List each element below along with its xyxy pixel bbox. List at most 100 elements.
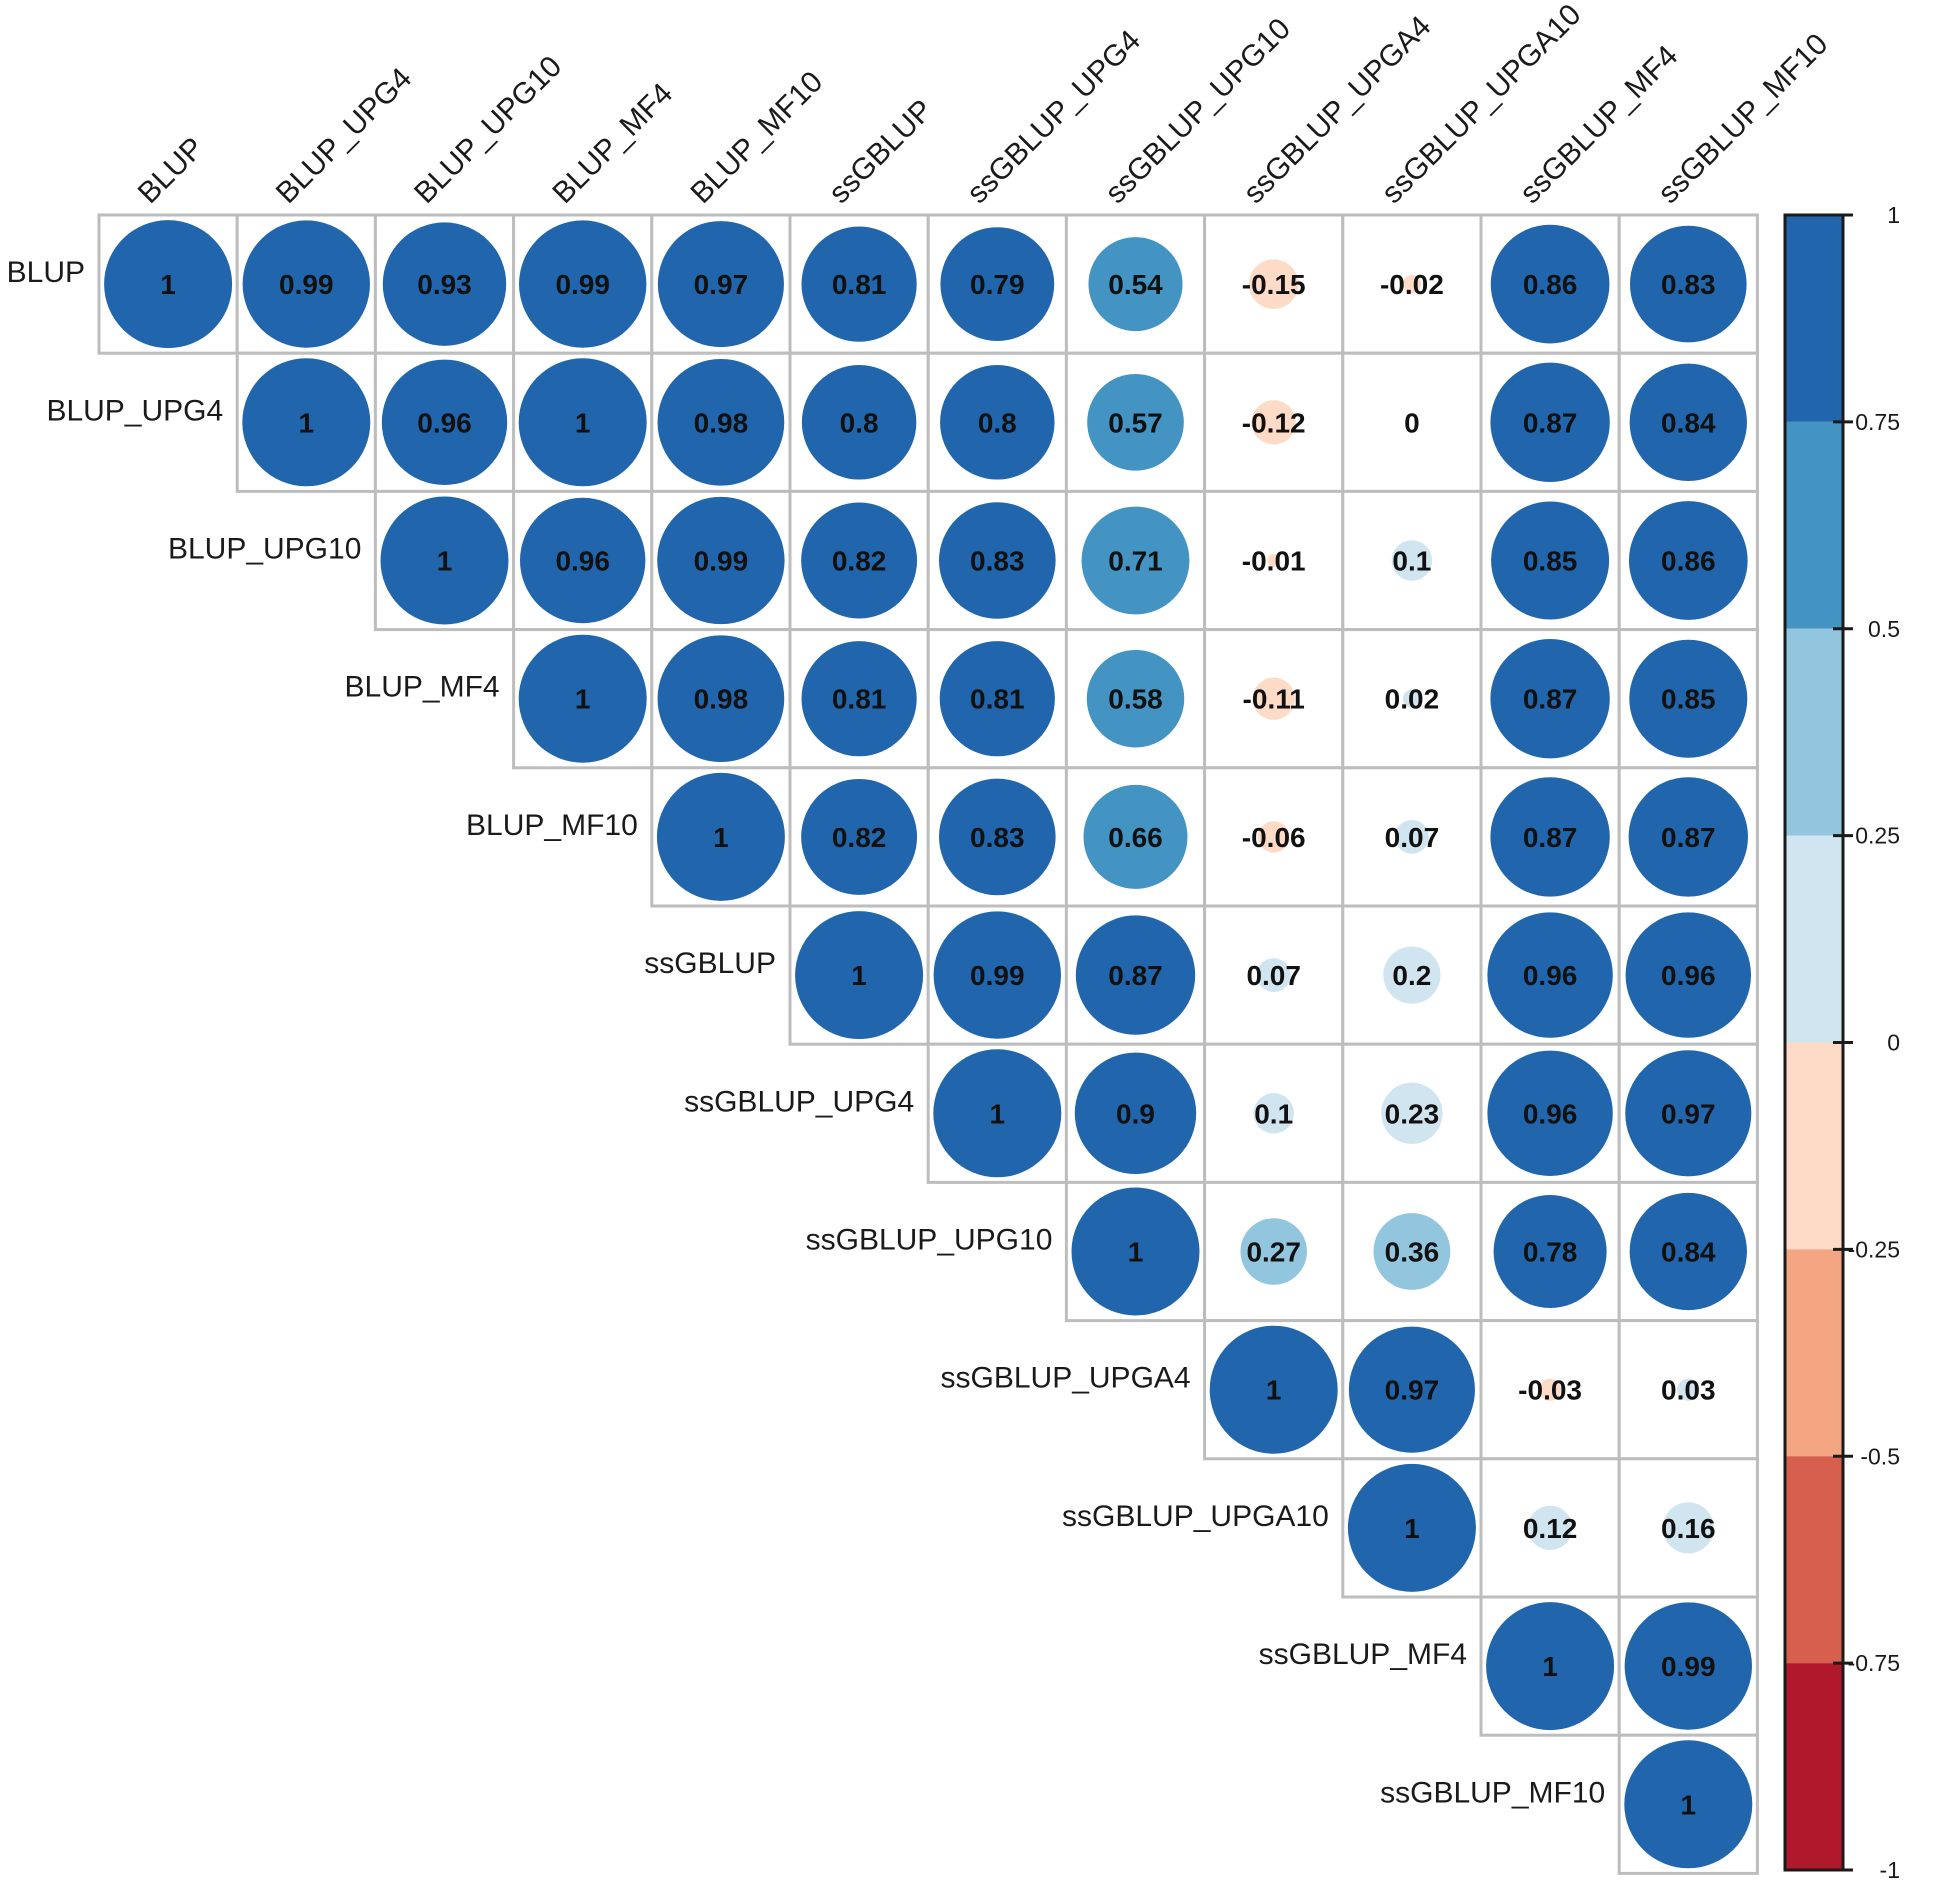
correlation-value-label: 1 <box>1404 1513 1420 1544</box>
matrix-cells: 1 0.99 0.93 0.99 0.97 0.81 0.79 0.54 -0.15 -0.02 0… <box>97 213 1759 1875</box>
correlation-circle <box>657 221 784 348</box>
correlation-value-label: 0.23 <box>1385 1098 1440 1129</box>
cell-border <box>1341 904 1483 1046</box>
correlation-circle <box>1253 1093 1294 1134</box>
row-label-blup-upg4: BLUP_UPG4 <box>46 394 223 427</box>
correlation-value-label: 0.81 <box>970 684 1025 715</box>
correlation-value-label: 1 <box>1128 1237 1144 1268</box>
matrix-cell-blup-upg4-ssgblup-mf10: 0.84 <box>1617 351 1759 493</box>
correlation-circle <box>1240 1218 1307 1285</box>
correlation-circle <box>1391 540 1433 581</box>
matrix-cell-blup-upg4-ssgblup: 0.8 <box>788 351 930 493</box>
correlation-circle <box>1402 275 1421 294</box>
matrix-cell-blup-blup-mf4: 0.99 <box>512 213 654 355</box>
correlation-circle <box>380 496 509 625</box>
matrix-cell-blup-upg4-blup-mf4: 1 <box>512 351 654 493</box>
correlation-circle <box>242 358 371 487</box>
correlation-circle <box>1629 1192 1747 1311</box>
matrix-cell-blup-blup: 1 <box>97 213 239 355</box>
matrix-cell-blup-upg4-ssgblup-mf4: 0.87 <box>1479 351 1621 493</box>
correlation-circle <box>1252 677 1295 720</box>
row-label-blup-mf4: BLUP_MF4 <box>345 671 500 704</box>
correlation-value-label: 0.85 <box>1523 546 1578 577</box>
correlation-circle <box>1248 259 1299 309</box>
correlation-value-label: 0.93 <box>417 269 472 300</box>
correlation-value-label: 0.81 <box>832 269 887 300</box>
column-label-blup-upg4: BLUP_UPG4 <box>270 62 418 210</box>
matrix-cell-blup-upg10-ssgblup-upg10: 0.71 <box>1064 489 1207 632</box>
correlation-value-label: 0.54 <box>1108 269 1163 300</box>
correlation-circle <box>795 911 924 1040</box>
correlation-circle <box>1074 1052 1197 1175</box>
correlation-value-label: 0.79 <box>970 269 1025 300</box>
correlation-value-label: 0.83 <box>1661 269 1716 300</box>
matrix-cell-blup-upg4-ssgblup-upg10: 0.57 <box>1064 351 1207 493</box>
colorbar-bin-1 <box>1785 421 1843 629</box>
matrix-cell-blup-ssgblup-upga4: -0.15 <box>1203 213 1345 355</box>
correlation-value-label: 0.82 <box>832 546 887 577</box>
colorbar-bin-0 <box>1785 215 1843 422</box>
column-label-blup-upg10: BLUP_UPG10 <box>408 50 568 210</box>
correlation-circle <box>1490 224 1610 344</box>
matrix-cell-ssgblup-ssgblup-upg10: 0.87 <box>1064 904 1207 1046</box>
correlation-value-label: 1 <box>299 407 315 438</box>
matrix-cell-ssgblup-ssgblup: 1 <box>788 904 930 1046</box>
correlation-circle <box>1081 506 1190 615</box>
correlation-value-label: 0.86 <box>1661 546 1716 577</box>
correlation-value-label: -0.12 <box>1242 407 1306 438</box>
correlation-circle <box>657 496 785 625</box>
column-label-blup-mf4: BLUP_MF4 <box>546 77 679 210</box>
matrix-cell-blup-upg4-ssgblup-upg4: 0.8 <box>926 351 1068 493</box>
correlation-circle <box>801 365 917 480</box>
row-label-blup-mf10: BLUP_MF10 <box>466 809 638 842</box>
row-label-ssgblup-upga4: ssGBLUP_UPGA4 <box>941 1362 1191 1395</box>
correlation-value-label: 0.16 <box>1661 1513 1716 1544</box>
colorbar-bin-5 <box>1785 1249 1843 1457</box>
correlation-value-label: 0.12 <box>1523 1513 1578 1544</box>
matrix-cell-ssgblup-upga4-ssgblup-upga4: 1 <box>1203 1319 1345 1461</box>
matrix-cell-blup-upg10-ssgblup-mf10: 0.86 <box>1617 489 1759 632</box>
colorbar-tick-label: -0.25 <box>1848 1236 1900 1262</box>
correlation-circle <box>1487 1050 1613 1177</box>
matrix-cell-blup-mf4-blup-mf10: 0.98 <box>650 628 792 770</box>
correlation-value-label: 1 <box>1681 1789 1697 1820</box>
colorbar-bin-6 <box>1785 1456 1843 1664</box>
correlation-circle <box>656 772 785 901</box>
matrix-cell-blup-mf4-ssgblup-upga10: 0.02 <box>1341 628 1483 770</box>
colorbar-tick-label: 0.25 <box>1855 823 1900 849</box>
colorbar-tick-label: -0.5 <box>1860 1443 1900 1469</box>
matrix-cell-blup-upg10-blup-mf4: 0.96 <box>512 489 654 632</box>
correlation-circle <box>104 220 233 349</box>
matrix-cell-blup-mf10-ssgblup-upg10: 0.66 <box>1064 766 1207 908</box>
correlation-circle <box>1256 958 1291 993</box>
matrix-cell-blup-upg4-blup-upg4: 1 <box>235 351 377 493</box>
correlation-circle <box>518 358 647 487</box>
colorbar-tick-label: 0 <box>1887 1030 1900 1056</box>
correlation-circle <box>381 359 508 486</box>
correlation-value-label: 0.83 <box>970 822 1025 853</box>
correlation-circle <box>1491 501 1610 620</box>
correlation-value-label: 0.97 <box>1385 1375 1440 1406</box>
correlation-circle <box>1373 1213 1451 1290</box>
correlation-value-label: 0.96 <box>1523 1098 1578 1129</box>
correlation-circle <box>1209 1325 1338 1454</box>
correlation-circle <box>1402 689 1421 708</box>
correlation-circle <box>1493 1194 1607 1309</box>
correlation-value-label: 0.78 <box>1523 1237 1578 1268</box>
correlation-circle <box>938 502 1056 619</box>
correlation-circle <box>1625 912 1752 1038</box>
correlation-value-label: -0.11 <box>1243 684 1305 715</box>
correlation-circle <box>1083 784 1188 889</box>
correlation-circle <box>518 634 647 763</box>
correlation-circle <box>1348 1326 1475 1453</box>
matrix-cell-blup-blup-upg10: 0.93 <box>373 213 516 355</box>
matrix-cell-blup-upg10-blup-mf10: 0.99 <box>650 489 792 632</box>
correlation-circle <box>1394 819 1429 854</box>
row-label-ssgblup-upga10: ssGBLUP_UPGA10 <box>1062 1500 1329 1533</box>
correlation-circle <box>1087 373 1184 471</box>
correlation-value-label: 0.02 <box>1385 684 1440 715</box>
row-label-ssgblup-upg10: ssGBLUP_UPG10 <box>806 1224 1053 1257</box>
colorbar-bin-4 <box>1785 1042 1843 1250</box>
colorbar-tick-label: 0.75 <box>1855 409 1900 435</box>
